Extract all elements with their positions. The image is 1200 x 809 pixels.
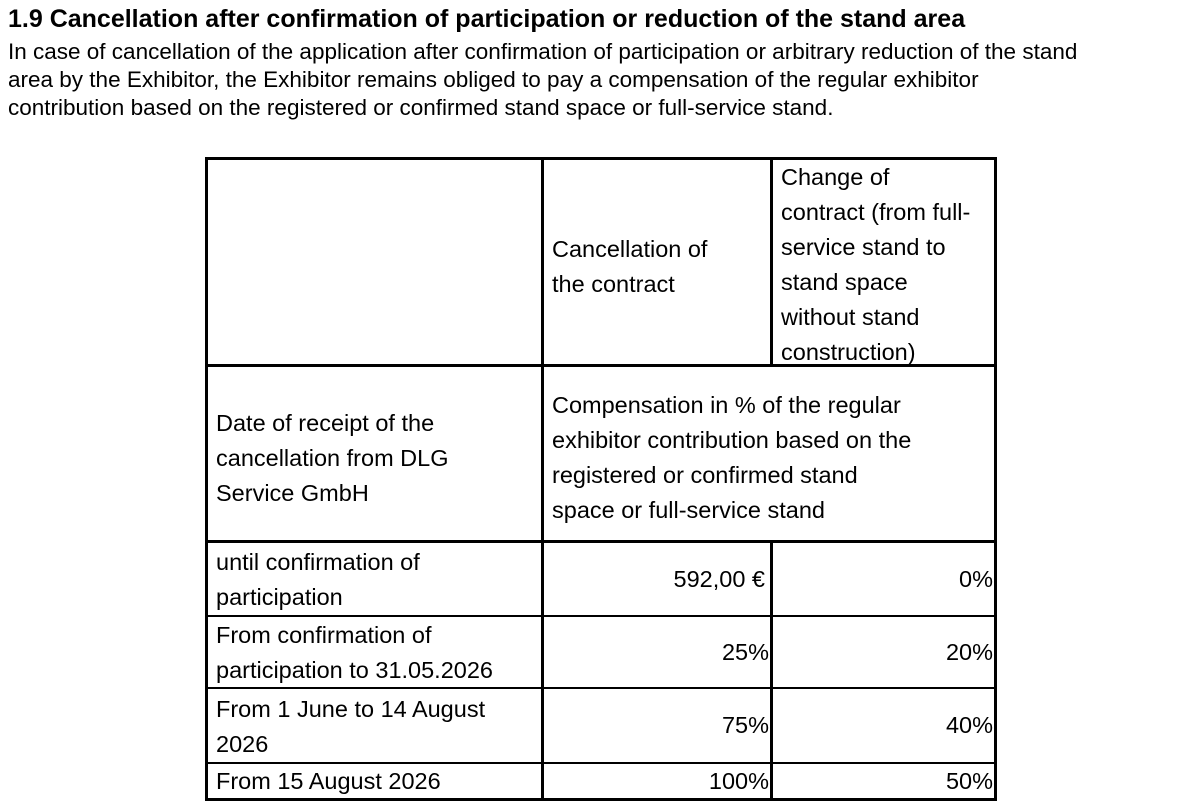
- table-row-period: until confirmation of participation: [208, 543, 541, 615]
- table-row-cancellation: 100%: [544, 764, 770, 798]
- change-value: 0%: [959, 565, 993, 592]
- header-text: Date of receipt of the: [216, 410, 435, 436]
- date-of-receipt-header-cell: Date of receipt of the cancellation from…: [208, 367, 541, 540]
- header-text: registered or confirmed stand: [552, 461, 858, 488]
- cancellation-value: 592,00 €: [673, 565, 765, 592]
- change-value: 40%: [945, 712, 993, 738]
- table-row-period: From 1 June to 14 August 2026: [208, 689, 541, 762]
- table-rule: [994, 157, 997, 801]
- header-text: the contract: [552, 271, 675, 297]
- table-row-cancellation: 592,00 €: [544, 543, 770, 615]
- table-row-change: 20%: [773, 617, 994, 687]
- table-rule: [205, 687, 997, 689]
- period-text: participation: [216, 584, 343, 610]
- header-text: contract (from full-: [781, 199, 971, 225]
- table-rule: [770, 157, 773, 367]
- period-text: From confirmation of: [216, 622, 432, 648]
- intro-line: area by the Exhibitor, the Exhibitor rem…: [8, 67, 979, 92]
- header-text: Change of: [781, 164, 890, 190]
- header-text: Cancellation of: [552, 236, 708, 262]
- header-text: without stand: [781, 304, 920, 330]
- intro-line: contribution based on the registered or …: [8, 95, 834, 120]
- section-title: 1.9 Cancellation after confirmation of p…: [8, 5, 966, 33]
- period-text: From 15 August 2026: [216, 767, 441, 794]
- table-row-change: 50%: [773, 764, 994, 798]
- header-text: construction): [781, 339, 916, 364]
- table-row-cancellation: 25%: [544, 617, 770, 687]
- period-text: 2026: [216, 730, 269, 757]
- table-rule: [541, 157, 544, 801]
- table-row-period: From 15 August 2026: [208, 764, 541, 798]
- intro-paragraph: In case of cancellation of the applicati…: [8, 38, 1198, 122]
- change-value: 50%: [945, 767, 993, 794]
- cancellation-value: 25%: [721, 638, 769, 665]
- period-text: until confirmation of: [216, 549, 420, 575]
- change-value: 20%: [945, 638, 993, 665]
- intro-line: In case of cancellation of the applicati…: [8, 39, 1078, 64]
- header-text: exhibitor contribution based on the: [552, 426, 912, 453]
- cancellation-value: 100%: [708, 767, 769, 794]
- header-text: service stand to: [781, 234, 946, 260]
- table-rule: [205, 798, 997, 801]
- table-rule: [205, 615, 997, 617]
- header-text: stand space: [781, 269, 908, 295]
- cancellation-table: Cancellation of the contract Change of c…: [205, 157, 997, 801]
- table-row-period: From confirmation of participation to 31…: [208, 617, 541, 687]
- table-row-cancellation: 75%: [544, 689, 770, 762]
- period-text: participation to 31.05.2026: [216, 657, 493, 683]
- header-text: space or full-service stand: [552, 496, 825, 523]
- table-row-change: 0%: [773, 543, 994, 615]
- header-text: Service GmbH: [216, 480, 369, 506]
- table-rule: [205, 762, 997, 764]
- header-text: Compensation in % of the regular: [552, 391, 901, 418]
- cancellation-value: 75%: [721, 712, 769, 738]
- period-text: From 1 June to 14 August: [216, 695, 486, 722]
- compensation-header-cell: Compensation in % of the regular exhibit…: [544, 367, 994, 540]
- table-rule: [770, 540, 773, 801]
- table-row-change: 40%: [773, 689, 994, 762]
- table-rule: [205, 364, 997, 367]
- table-rule: [205, 157, 997, 160]
- header-text: cancellation from DLG: [216, 445, 449, 471]
- table-rule: [205, 157, 208, 801]
- table-rule: [205, 540, 997, 543]
- header-col3-cell: Change of contract (from full- service s…: [773, 160, 994, 364]
- header-col2-cell: Cancellation of the contract: [544, 160, 770, 364]
